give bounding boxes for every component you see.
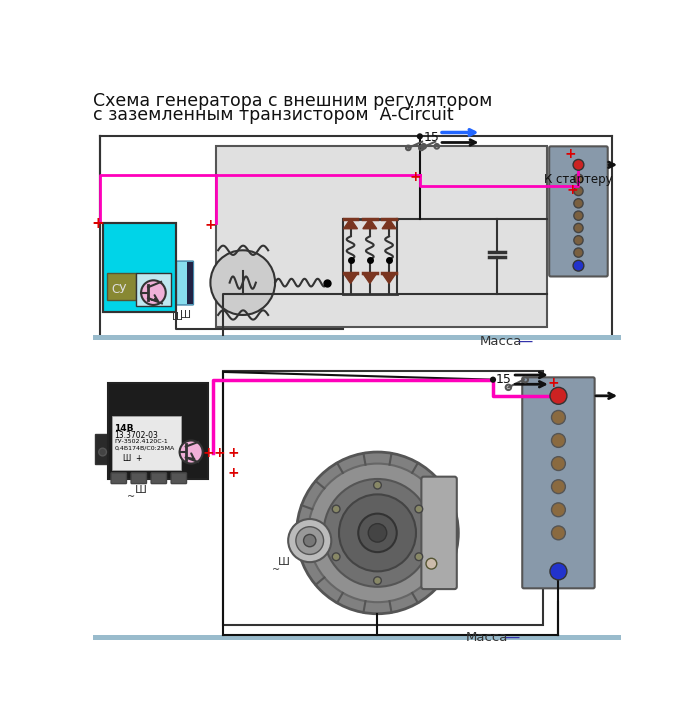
Text: +: + bbox=[214, 446, 225, 459]
Circle shape bbox=[308, 464, 447, 603]
Circle shape bbox=[574, 198, 583, 208]
Circle shape bbox=[332, 553, 340, 561]
Text: +: + bbox=[410, 170, 422, 184]
Circle shape bbox=[573, 260, 584, 271]
Circle shape bbox=[141, 280, 166, 305]
Circle shape bbox=[550, 563, 567, 580]
Text: К стартеру: К стартеру bbox=[544, 173, 612, 186]
Text: Ш: Ш bbox=[172, 311, 183, 321]
Polygon shape bbox=[382, 219, 396, 229]
Circle shape bbox=[296, 452, 459, 614]
Circle shape bbox=[417, 133, 423, 139]
Circle shape bbox=[574, 174, 583, 183]
Text: ~: ~ bbox=[127, 492, 135, 502]
Circle shape bbox=[574, 186, 583, 196]
Circle shape bbox=[296, 527, 324, 554]
Text: Масса: Масса bbox=[466, 631, 508, 644]
Circle shape bbox=[210, 250, 275, 315]
FancyBboxPatch shape bbox=[522, 377, 594, 588]
Bar bbox=[187, 262, 193, 304]
Circle shape bbox=[303, 534, 316, 546]
FancyBboxPatch shape bbox=[549, 147, 608, 277]
FancyBboxPatch shape bbox=[421, 477, 457, 589]
Circle shape bbox=[573, 160, 584, 170]
Polygon shape bbox=[382, 273, 396, 283]
Circle shape bbox=[551, 503, 565, 517]
Circle shape bbox=[426, 558, 437, 569]
Circle shape bbox=[324, 479, 432, 587]
Text: +: + bbox=[228, 466, 239, 480]
Text: +: + bbox=[91, 216, 104, 231]
Circle shape bbox=[490, 377, 496, 383]
Text: 13.3702-03: 13.3702-03 bbox=[114, 431, 158, 440]
Circle shape bbox=[374, 481, 381, 489]
Text: ГУ-3502.4120С-1: ГУ-3502.4120С-1 bbox=[114, 439, 168, 444]
Text: 15: 15 bbox=[424, 131, 440, 144]
Bar bbox=[102, 224, 176, 312]
Text: +: + bbox=[548, 376, 560, 390]
Polygon shape bbox=[363, 273, 377, 283]
Circle shape bbox=[99, 448, 106, 456]
Circle shape bbox=[551, 434, 565, 447]
Circle shape bbox=[180, 441, 203, 464]
Text: +: + bbox=[203, 446, 214, 459]
Circle shape bbox=[574, 224, 583, 232]
Text: +: + bbox=[564, 147, 576, 161]
FancyBboxPatch shape bbox=[108, 383, 208, 479]
Circle shape bbox=[358, 513, 397, 552]
FancyBboxPatch shape bbox=[171, 473, 187, 484]
Circle shape bbox=[574, 211, 583, 220]
Circle shape bbox=[551, 480, 565, 494]
Bar bbox=[223, 371, 543, 626]
Text: Схема генератора с внешним регулятором: Схема генератора с внешним регулятором bbox=[93, 93, 492, 111]
FancyBboxPatch shape bbox=[177, 261, 193, 305]
Bar bbox=[112, 416, 181, 470]
Bar bbox=[107, 273, 136, 301]
Polygon shape bbox=[363, 219, 377, 229]
Circle shape bbox=[551, 457, 565, 470]
Bar bbox=[95, 434, 110, 464]
Text: +: + bbox=[204, 218, 216, 232]
Text: СУ: СУ bbox=[112, 283, 127, 296]
Text: +: + bbox=[228, 446, 239, 459]
FancyBboxPatch shape bbox=[111, 473, 127, 484]
Circle shape bbox=[574, 236, 583, 245]
Text: —: — bbox=[517, 334, 532, 349]
Circle shape bbox=[332, 505, 340, 513]
Text: с заземленным транзистором  A-Circuit: с заземленным транзистором A-Circuit bbox=[93, 106, 453, 124]
Circle shape bbox=[288, 519, 331, 562]
Circle shape bbox=[415, 505, 422, 513]
Text: Ш: Ш bbox=[135, 485, 147, 495]
Text: ~: ~ bbox=[272, 565, 280, 574]
Text: +: + bbox=[566, 183, 578, 197]
Circle shape bbox=[551, 411, 565, 424]
Polygon shape bbox=[344, 219, 358, 229]
Bar bbox=[216, 147, 547, 327]
Circle shape bbox=[550, 388, 567, 404]
Circle shape bbox=[374, 577, 381, 585]
Circle shape bbox=[415, 553, 422, 561]
FancyBboxPatch shape bbox=[151, 473, 166, 484]
Text: Масса: Масса bbox=[480, 335, 522, 348]
Circle shape bbox=[574, 248, 583, 257]
Bar bbox=[93, 335, 621, 340]
Polygon shape bbox=[344, 273, 358, 283]
Circle shape bbox=[551, 526, 565, 540]
Text: Ш: Ш bbox=[180, 310, 191, 320]
Text: Ш: Ш bbox=[278, 557, 290, 567]
Text: 15: 15 bbox=[496, 373, 511, 387]
Text: Ш  +: Ш + bbox=[123, 454, 143, 463]
Circle shape bbox=[339, 495, 416, 572]
Text: 14B: 14B bbox=[114, 423, 134, 433]
Text: —: — bbox=[505, 630, 520, 645]
FancyBboxPatch shape bbox=[131, 473, 146, 484]
Text: 0,4Б174В/С0:25МА: 0,4Б174В/С0:25МА bbox=[114, 445, 175, 450]
Bar bbox=[136, 273, 171, 306]
Circle shape bbox=[368, 523, 387, 542]
Bar bbox=[102, 224, 176, 312]
Bar bbox=[93, 635, 621, 640]
